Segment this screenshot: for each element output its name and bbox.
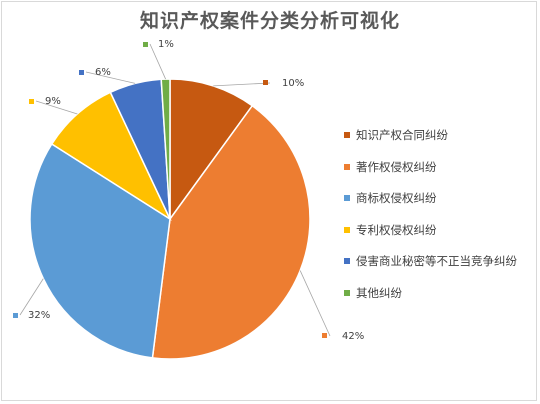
data-label-marker-5 [79,70,84,75]
data-label-6: 1% [158,39,174,50]
legend-swatch [344,195,350,202]
leader-line-1 [213,82,271,87]
pie-slice-2 [151,104,311,360]
legend-label: 知识产权合同纠纷 [356,128,448,142]
leader-line-2 [299,270,331,337]
legend-swatch [344,289,350,296]
data-label-4: 9% [45,96,61,107]
legend-label: 侵害商业秘密等不正当竞争纠纷 [356,254,517,269]
legend-label: 其他纠纷 [356,285,402,300]
legend-swatch [344,226,350,233]
leader-line-4 [35,100,78,115]
legend-item-2: 著作权侵权纠纷 [342,159,517,176]
data-label-marker-6 [143,42,148,47]
legend-item-4: 专利权侵权纠纷 [342,222,517,239]
data-label-1: 10% [282,78,304,89]
data-label-marker-3 [13,313,18,318]
chart-title: 知识产权案件分类分析可视化 [139,10,400,32]
pie-slice-1 [169,78,254,222]
data-label-2: 42% [342,331,364,342]
legend-swatch [344,258,350,265]
legend-item-1: 知识产权合同纠纷 [342,127,517,144]
legend-item-3: 商标权侵权纠纷 [342,190,517,207]
legend-label: 著作权侵权纠纷 [356,159,437,174]
leader-line-6 [149,43,166,80]
leader-line-3 [19,278,44,316]
legend-swatch [344,132,350,138]
data-label-3: 32% [28,310,50,321]
legend-label: 专利权侵权纠纷 [356,222,437,237]
legend-label: 商标权侵权纠纷 [356,191,437,206]
legend-item-5: 侵害商业秘密等不正当竞争纠纷 [342,253,517,270]
leader-line-5 [85,71,136,84]
data-label-5: 6% [95,67,111,78]
pie-slice-4 [50,91,172,222]
data-label-marker-2 [322,333,327,338]
data-label-marker-4 [29,99,34,104]
legend-swatch [344,163,350,170]
data-label-marker-1 [263,80,268,85]
chart-legend: 知识产权合同纠纷 著作权侵权纠纷 商标权侵权纠纷 专利权侵权纠纷侵害商业秘密等不正当竞… [342,127,517,317]
legend-item-6: 其他纠纷 [342,285,517,302]
